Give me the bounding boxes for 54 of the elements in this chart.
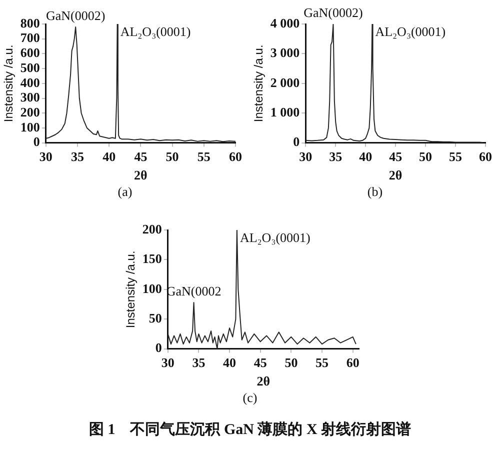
text: (b) <box>366 184 384 200</box>
y-tick-label: 300 <box>20 90 40 105</box>
y-tick-label: 100 <box>142 280 162 296</box>
x-tick-label: 50 <box>419 148 432 164</box>
y-axis-title: Instensity /a.u. <box>252 44 266 122</box>
y-tick-label: 100 <box>20 119 40 134</box>
y-tick-label: 3 000 <box>270 45 300 60</box>
x-axis-title: 2θ <box>388 168 402 183</box>
x-tick-label: 45 <box>389 148 403 164</box>
x-tick-label: 30 <box>39 148 52 164</box>
y-tick-label: 4 000 <box>270 15 300 30</box>
x-tick-label: 40 <box>102 148 116 164</box>
y-tick-label: 1 000 <box>270 104 300 120</box>
text: (c) <box>242 390 258 406</box>
x-tick-label: 30 <box>299 148 312 164</box>
annotation: GaN(0002) <box>46 8 106 23</box>
annotation: AL₂O₃(0001) <box>120 24 191 39</box>
y-tick-label: 500 <box>20 60 40 75</box>
x-tick-label: 35 <box>71 148 84 164</box>
text: (a) <box>116 184 134 200</box>
x-tick-label: 35 <box>192 354 206 370</box>
x-axis-title: 2θ <box>134 168 148 183</box>
x-tick-label: 60 <box>229 148 242 164</box>
y-tick-label: 0 <box>155 340 162 356</box>
y-tick-label: 200 <box>20 104 40 120</box>
y-tick-label: 700 <box>20 30 40 46</box>
x-tick-label: 35 <box>329 148 343 164</box>
x-tick-label: 45 <box>254 354 268 370</box>
x-tick-label: 45 <box>134 148 148 164</box>
y-tick-label: 0 <box>33 134 40 150</box>
x-tick-label: 60 <box>346 354 360 370</box>
y-tick-label: 600 <box>20 45 40 60</box>
y-tick-label: 200 <box>142 221 162 236</box>
y-axis-title: Instensity /a.u. <box>124 250 138 328</box>
x-tick-label: 55 <box>316 354 330 370</box>
x-tick-label: 40 <box>359 148 372 164</box>
x-tick-label: 50 <box>166 148 179 164</box>
caption: 图 1 不同气压沉积 GaN 薄膜的 X 射线衍射图谱 <box>88 422 412 438</box>
y-tick-label: 800 <box>20 15 40 30</box>
y-tick-label: 2 000 <box>270 74 300 90</box>
y-axis-title: Instensity /a.u. <box>2 44 16 122</box>
x-tick-label: 40 <box>223 354 236 370</box>
x-tick-label: 55 <box>197 148 211 164</box>
y-tick-label: 0 <box>293 134 300 150</box>
annotation: AL₂O₃(0001) <box>240 230 310 245</box>
y-tick-label: 150 <box>142 251 162 266</box>
annotation: AL₂O₃(0001) <box>375 24 446 39</box>
x-tick-label: 30 <box>161 354 174 370</box>
y-tick-label: 400 <box>20 74 40 90</box>
annotation: GaN(0002) <box>304 4 363 20</box>
y-tick-label: 50 <box>148 310 162 326</box>
x-axis-title: 2θ <box>256 374 270 389</box>
x-tick-label: 55 <box>449 148 463 164</box>
x-tick-label: 60 <box>479 148 492 164</box>
